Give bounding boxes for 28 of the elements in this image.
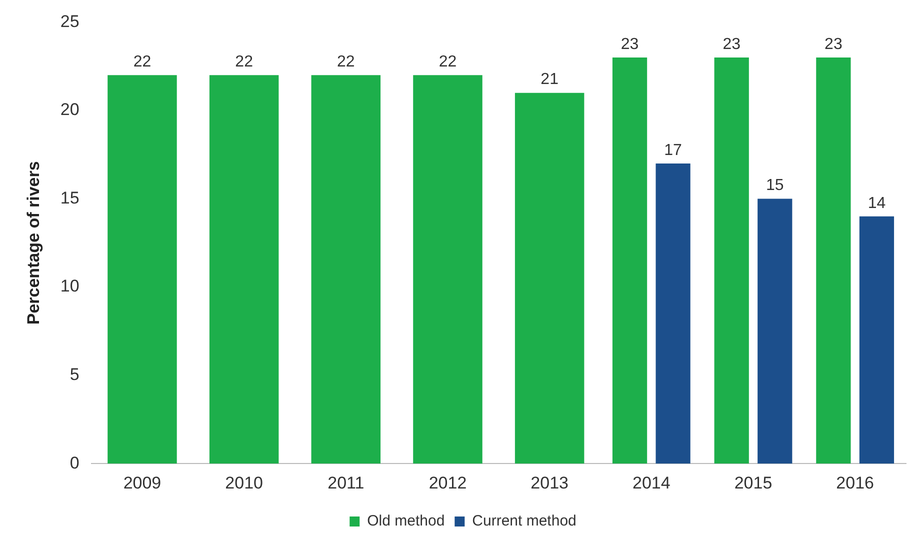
x-tick-label: 2011 <box>328 473 364 492</box>
y-axis-title: Percentage of rivers <box>24 161 43 325</box>
x-tick-label: 2012 <box>428 473 467 492</box>
legend-label: Current method <box>472 512 576 530</box>
data-label: 23 <box>824 36 842 53</box>
data-label: 17 <box>664 142 682 159</box>
y-tick-label: 10 <box>60 276 80 296</box>
x-tick-label: 2014 <box>632 473 670 492</box>
x-tick-label: 2009 <box>123 473 162 492</box>
data-label: 21 <box>540 71 559 88</box>
data-label: 23 <box>722 36 741 53</box>
data-label: 22 <box>438 54 457 71</box>
x-tick-label: 2015 <box>734 473 772 492</box>
x-tick-label: 2013 <box>530 473 568 492</box>
y-tick-label: 0 <box>70 453 80 472</box>
y-tick-label: 20 <box>60 100 80 120</box>
data-label: 22 <box>337 54 355 71</box>
x-tick-label: 2016 <box>836 473 874 492</box>
legend-label: Old method <box>367 512 445 530</box>
data-label: 22 <box>235 54 254 71</box>
data-label: 15 <box>766 177 784 194</box>
x-tick-label: 2010 <box>225 473 263 492</box>
y-tick-label: 5 <box>70 365 80 384</box>
data-label: 22 <box>133 54 152 71</box>
y-tick-label: 25 <box>60 12 80 31</box>
data-label: 14 <box>868 194 886 212</box>
data-label: 23 <box>620 36 639 53</box>
y-tick-label: 15 <box>60 188 80 208</box>
